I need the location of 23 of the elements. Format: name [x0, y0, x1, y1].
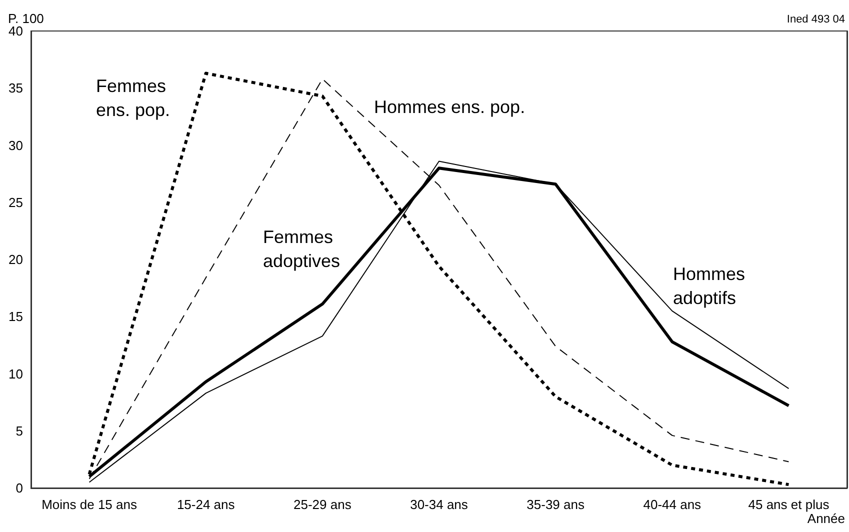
y-tick-label: 25	[8, 194, 23, 210]
y-tick-label: 20	[8, 252, 23, 267]
series-label: Hommes adoptifs	[673, 264, 746, 308]
x-tick-label: Moins de 15 ans	[42, 497, 138, 512]
y-tick-label: 5	[16, 423, 23, 438]
series-label: Femmes ens. pop.	[96, 76, 170, 120]
y-tick-label: 15	[8, 309, 23, 324]
y-tick-label: 10	[8, 366, 23, 382]
y-tick-label: 0	[16, 480, 23, 496]
y-tick-label: 30	[8, 138, 23, 153]
series-label: Hommes ens. pop.	[374, 97, 526, 117]
x-tick-label: 35-39 ans	[526, 497, 585, 512]
series-label: Femmes adoptives	[263, 227, 340, 271]
y-tick-label: 35	[8, 80, 23, 96]
y-axis-title: P. 100	[8, 11, 44, 26]
x-axis-title: Année	[807, 511, 846, 526]
x-tick-label: 25-29 ans	[294, 497, 352, 512]
y-tick-label: 40	[8, 24, 23, 38]
x-tick-label: 40-44 ans	[643, 497, 702, 512]
x-tick-label: 45 ans et plus	[748, 497, 830, 512]
x-tick-label: 30-34 ans	[410, 497, 468, 512]
text: Ined 493 04	[786, 14, 846, 26]
x-tick-label: 15-24 ans	[176, 497, 236, 512]
